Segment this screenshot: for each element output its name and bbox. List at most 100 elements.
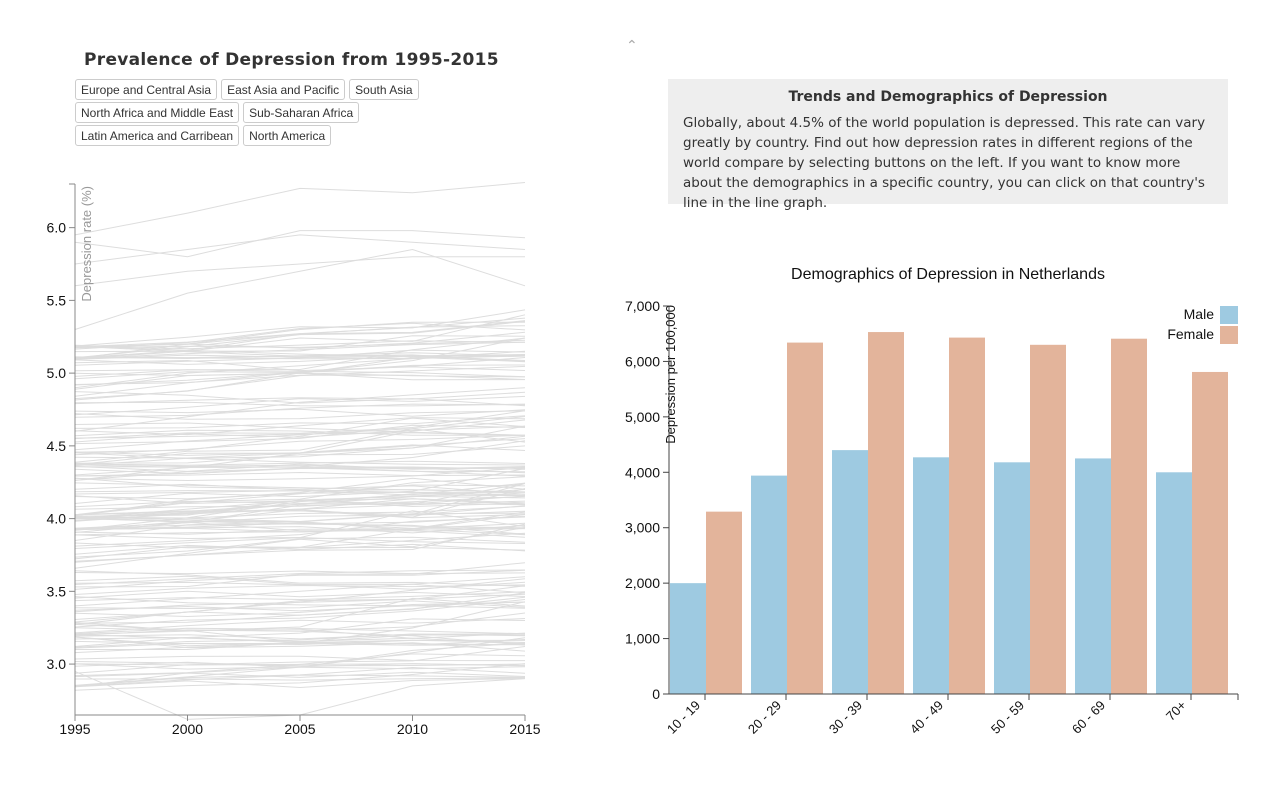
country-line[interactable] bbox=[74, 633, 526, 640]
bar-male-4[interactable] bbox=[994, 462, 1030, 694]
region-button-south-asia[interactable]: South Asia bbox=[349, 79, 419, 100]
country-line[interactable] bbox=[74, 612, 526, 636]
country-line[interactable] bbox=[74, 416, 526, 451]
country-line[interactable] bbox=[74, 505, 526, 519]
country-line[interactable] bbox=[74, 495, 526, 505]
country-line[interactable] bbox=[74, 359, 526, 372]
country-line[interactable] bbox=[74, 495, 526, 533]
country-line[interactable] bbox=[74, 467, 526, 475]
country-line[interactable] bbox=[74, 365, 526, 401]
country-line[interactable] bbox=[74, 483, 526, 541]
region-button-sub-saharan-africa[interactable]: Sub-Saharan Africa bbox=[243, 102, 360, 123]
country-line[interactable] bbox=[74, 600, 526, 610]
country-line[interactable] bbox=[74, 642, 526, 686]
country-line[interactable] bbox=[74, 597, 526, 635]
country-line[interactable] bbox=[74, 410, 526, 420]
country-line[interactable] bbox=[74, 622, 526, 635]
bar-male-5[interactable] bbox=[1075, 458, 1111, 694]
country-line[interactable] bbox=[74, 256, 525, 287]
country-line[interactable] bbox=[74, 493, 526, 522]
country-line[interactable] bbox=[74, 230, 526, 258]
region-button-europe-central-asia[interactable]: Europe and Central Asia bbox=[75, 79, 218, 100]
bar-female-3[interactable] bbox=[949, 337, 985, 694]
country-line[interactable] bbox=[74, 591, 526, 602]
country-line[interactable] bbox=[74, 341, 526, 360]
region-button-east-asia-pacific[interactable]: East Asia and Pacific bbox=[221, 79, 346, 100]
country-line[interactable] bbox=[74, 401, 526, 407]
country-line[interactable] bbox=[74, 516, 526, 547]
country-line[interactable] bbox=[74, 391, 526, 405]
country-line[interactable] bbox=[74, 627, 526, 646]
country-line[interactable] bbox=[74, 357, 526, 386]
country-line[interactable] bbox=[74, 440, 526, 481]
country-line[interactable] bbox=[74, 511, 526, 536]
country-line[interactable] bbox=[74, 575, 526, 594]
bar-female-6[interactable] bbox=[1192, 371, 1228, 694]
bar-female-1[interactable] bbox=[787, 342, 823, 694]
country-line[interactable] bbox=[74, 452, 526, 466]
country-line[interactable] bbox=[74, 234, 526, 265]
country-line[interactable] bbox=[74, 505, 526, 516]
country-line[interactable] bbox=[74, 248, 526, 330]
country-line[interactable] bbox=[74, 403, 526, 418]
country-line[interactable] bbox=[74, 445, 526, 464]
country-line[interactable] bbox=[74, 415, 526, 429]
country-line[interactable] bbox=[74, 460, 526, 466]
bar-male-2[interactable] bbox=[832, 450, 868, 694]
country-line[interactable] bbox=[74, 425, 526, 466]
country-line[interactable] bbox=[74, 601, 526, 618]
bar-male-1[interactable] bbox=[751, 475, 787, 694]
region-button-north-america[interactable]: North America bbox=[243, 125, 332, 146]
chevron-up-icon[interactable]: ⌃ bbox=[626, 38, 638, 54]
country-line[interactable] bbox=[74, 424, 526, 445]
country-line[interactable] bbox=[74, 466, 526, 470]
country-line[interactable] bbox=[74, 471, 526, 477]
country-line[interactable] bbox=[74, 435, 526, 467]
country-line[interactable] bbox=[74, 335, 526, 360]
country-line[interactable] bbox=[74, 543, 526, 555]
country-line[interactable] bbox=[74, 510, 526, 549]
country-line[interactable] bbox=[74, 590, 526, 599]
country-line[interactable] bbox=[74, 596, 526, 624]
country-line[interactable] bbox=[74, 477, 526, 495]
country-line[interactable] bbox=[74, 410, 526, 440]
bar-male-3[interactable] bbox=[913, 457, 949, 694]
country-line[interactable] bbox=[74, 429, 525, 437]
country-line[interactable] bbox=[74, 322, 526, 350]
country-line[interactable] bbox=[74, 525, 526, 534]
country-line[interactable] bbox=[74, 523, 526, 562]
bar-female-2[interactable] bbox=[868, 332, 904, 694]
country-line[interactable] bbox=[74, 569, 526, 585]
country-line[interactable] bbox=[74, 468, 526, 504]
country-line[interactable] bbox=[74, 663, 526, 691]
country-line[interactable] bbox=[74, 484, 526, 516]
country-line[interactable] bbox=[74, 408, 526, 417]
bar-female-0[interactable] bbox=[706, 511, 742, 694]
country-line[interactable] bbox=[74, 627, 526, 639]
region-button-north-africa-middle-east[interactable]: North Africa and Middle East bbox=[75, 102, 240, 123]
country-line[interactable] bbox=[74, 349, 526, 366]
country-line[interactable] bbox=[74, 570, 526, 575]
country-line[interactable] bbox=[74, 601, 526, 654]
bar-male-0[interactable] bbox=[670, 583, 706, 694]
country-line[interactable] bbox=[74, 369, 526, 378]
country-line[interactable] bbox=[74, 345, 526, 361]
country-line[interactable] bbox=[74, 634, 526, 645]
country-line[interactable] bbox=[74, 314, 526, 353]
country-line[interactable] bbox=[74, 345, 526, 357]
country-line[interactable] bbox=[74, 356, 526, 390]
country-line[interactable] bbox=[74, 633, 526, 648]
bar-female-5[interactable] bbox=[1111, 338, 1147, 694]
country-line[interactable] bbox=[74, 661, 526, 667]
country-line[interactable] bbox=[75, 677, 526, 681]
country-line[interactable] bbox=[74, 518, 526, 535]
country-line[interactable] bbox=[74, 666, 526, 687]
country-line[interactable] bbox=[74, 444, 526, 456]
country-line[interactable] bbox=[74, 434, 526, 456]
country-line[interactable] bbox=[74, 339, 526, 349]
bar-female-4[interactable] bbox=[1030, 344, 1066, 694]
country-line[interactable] bbox=[74, 337, 526, 377]
region-button-latin-america-carribean[interactable]: Latin America and Carribean bbox=[75, 125, 240, 146]
country-line[interactable] bbox=[74, 309, 526, 347]
country-line[interactable] bbox=[74, 182, 526, 236]
